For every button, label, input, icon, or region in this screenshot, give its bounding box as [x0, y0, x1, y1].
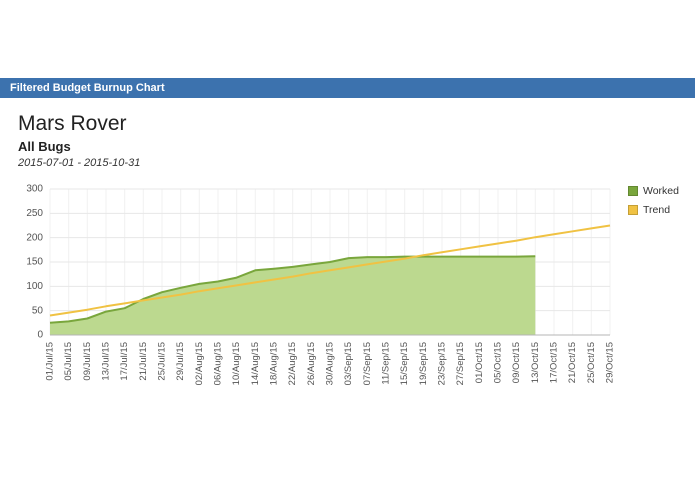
page-title: Mars Rover: [18, 112, 127, 135]
legend-item-trend: Trend: [628, 204, 679, 216]
svg-text:100: 100: [26, 281, 43, 292]
svg-text:17/Oct/15: 17/Oct/15: [549, 342, 560, 383]
svg-text:29/Oct/15: 29/Oct/15: [605, 342, 616, 383]
svg-text:26/Aug/15: 26/Aug/15: [306, 342, 317, 385]
svg-text:09/Jul/15: 09/Jul/15: [82, 342, 93, 381]
svg-text:250: 250: [26, 208, 43, 219]
svg-text:300: 300: [26, 184, 43, 195]
svg-text:21/Jul/15: 21/Jul/15: [138, 342, 149, 381]
svg-text:01/Jul/15: 01/Jul/15: [45, 342, 56, 381]
svg-text:13/Oct/15: 13/Oct/15: [530, 342, 541, 383]
svg-text:27/Sep/15: 27/Sep/15: [455, 342, 466, 385]
legend-item-worked: Worked: [628, 185, 679, 197]
chart-legend: Worked Trend: [628, 183, 679, 223]
svg-text:06/Aug/15: 06/Aug/15: [213, 342, 224, 385]
svg-text:21/Oct/15: 21/Oct/15: [567, 342, 578, 383]
top-whitespace: [0, 0, 695, 78]
svg-text:29/Jul/15: 29/Jul/15: [175, 342, 186, 381]
svg-text:01/Oct/15: 01/Oct/15: [474, 342, 485, 383]
svg-text:18/Aug/15: 18/Aug/15: [269, 342, 280, 385]
svg-text:200: 200: [26, 232, 43, 243]
svg-text:05/Oct/15: 05/Oct/15: [493, 342, 504, 383]
svg-text:50: 50: [32, 305, 44, 316]
svg-text:30/Aug/15: 30/Aug/15: [325, 342, 336, 385]
svg-text:15/Sep/15: 15/Sep/15: [399, 342, 410, 385]
legend-swatch-trend-icon: [628, 205, 638, 215]
svg-text:11/Sep/15: 11/Sep/15: [381, 342, 392, 385]
svg-text:07/Sep/15: 07/Sep/15: [362, 342, 373, 385]
svg-text:150: 150: [26, 257, 43, 268]
svg-text:14/Aug/15: 14/Aug/15: [250, 342, 261, 385]
panel-title: Filtered Budget Burnup Chart: [10, 82, 165, 94]
svg-text:23/Sep/15: 23/Sep/15: [437, 342, 448, 385]
chart-area: 0 50 100 150 200 250 300 01/Jul/15 05/Jul/15 09/J…: [18, 183, 695, 407]
svg-text:25/Oct/15: 25/Oct/15: [586, 342, 597, 383]
legend-swatch-worked-icon: [628, 186, 638, 196]
svg-text:22/Aug/15: 22/Aug/15: [287, 342, 298, 385]
burnup-chart: 0 50 100 150 200 250 300 01/Jul/15 05/Jul/15 09/J…: [18, 183, 624, 407]
filter-title: All Bugs: [18, 139, 71, 154]
panel-header: Filtered Budget Burnup Chart: [0, 78, 695, 98]
report-content: Mars Rover All Bugs 2015-07-01 - 2015-10…: [0, 98, 695, 407]
svg-text:09/Oct/15: 09/Oct/15: [511, 342, 522, 383]
svg-text:17/Jul/15: 17/Jul/15: [119, 342, 130, 381]
svg-text:10/Aug/15: 10/Aug/15: [231, 342, 242, 385]
date-range: 2015-07-01 - 2015-10-31: [18, 157, 141, 169]
svg-text:0: 0: [37, 330, 43, 341]
svg-text:13/Jul/15: 13/Jul/15: [101, 342, 112, 381]
svg-text:19/Sep/15: 19/Sep/15: [418, 342, 429, 385]
svg-text:05/Jul/15: 05/Jul/15: [63, 342, 74, 381]
legend-label: Worked: [643, 185, 679, 197]
legend-label: Trend: [643, 204, 671, 216]
svg-text:02/Aug/15: 02/Aug/15: [194, 342, 205, 385]
svg-text:25/Jul/15: 25/Jul/15: [157, 342, 168, 381]
svg-text:03/Sep/15: 03/Sep/15: [343, 342, 354, 385]
